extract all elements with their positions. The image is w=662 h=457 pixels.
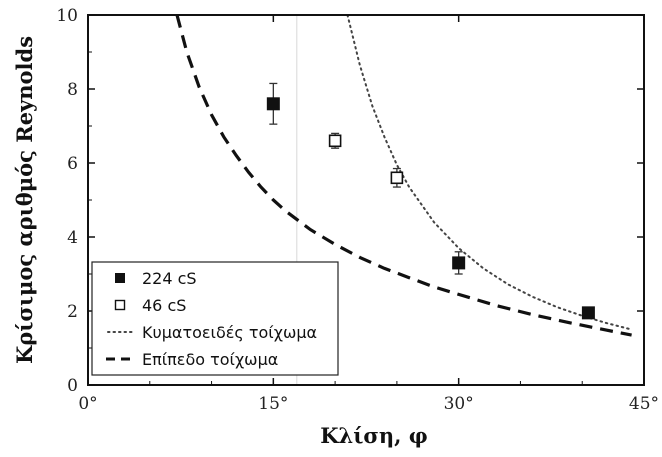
data-point-filled — [452, 256, 466, 270]
y-tick-label: 0 — [67, 376, 78, 396]
y-tick-label: 10 — [56, 6, 78, 26]
x-tick-label: 45° — [629, 394, 659, 414]
legend-label: Επίπεδο τοίχωμα — [142, 350, 278, 369]
series-curve-1 — [346, 15, 633, 331]
series-curve-2 — [175, 15, 632, 337]
axes: 0° 15° 30° 45° 0 2 4 6 8 10 — [56, 6, 659, 414]
data-point-open — [390, 171, 404, 185]
plot-area — [175, 15, 633, 385]
x-axis-title: Κλίση, φ — [320, 423, 428, 448]
y-tick-label: 4 — [67, 228, 78, 248]
legend-label: Κυματοειδές τοίχωμα — [142, 323, 317, 342]
data-point-filled — [581, 306, 595, 320]
legend-marker-open — [114, 299, 126, 311]
y-tick-label: 8 — [67, 80, 78, 100]
x-tick-label: 30° — [444, 394, 474, 414]
curves — [175, 15, 633, 337]
y-tick-label: 2 — [67, 302, 78, 322]
legend: 224 cS 46 cS Κυματοειδές τοίχωμα Επίπεδο το… — [91, 261, 339, 376]
x-tick-label: 15° — [258, 394, 288, 414]
data-point-open — [328, 134, 342, 148]
legend-label: 224 cS — [142, 269, 197, 288]
legend-box — [91, 261, 339, 376]
x-tick-label: 0° — [78, 394, 97, 414]
legend-marker-filled — [115, 273, 125, 283]
legend-label: 46 cS — [142, 296, 186, 315]
y-axis-title: Κρίσιμος αριθμός Reynolds — [12, 36, 37, 364]
y-tick-label: 6 — [67, 154, 78, 174]
data-point-filled — [266, 97, 280, 111]
